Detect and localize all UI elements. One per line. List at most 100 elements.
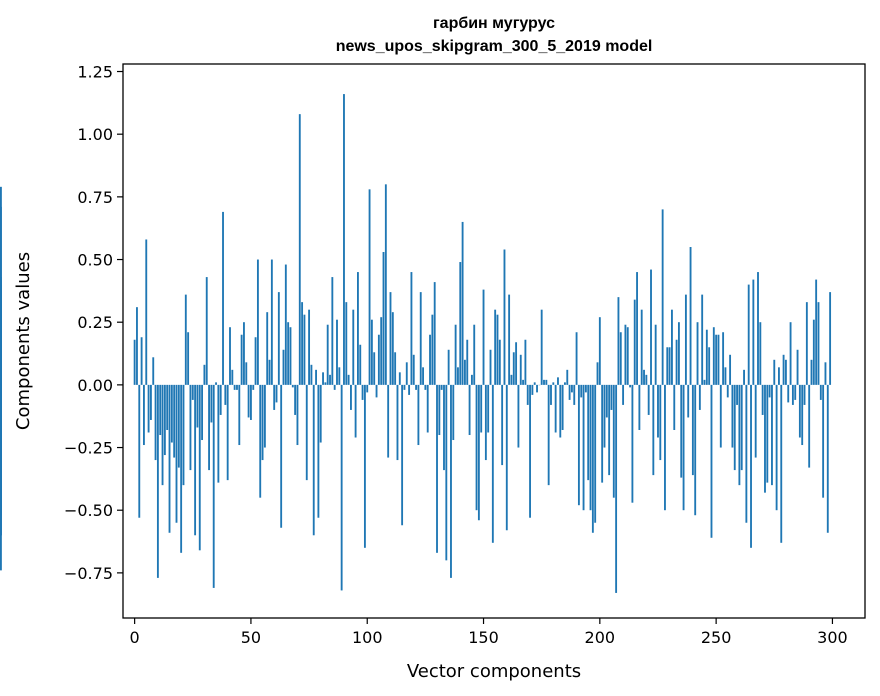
bar: [691, 384, 694, 476]
bar: [370, 319, 373, 385]
bar: [145, 239, 148, 385]
bar: [443, 384, 445, 471]
bar: [764, 384, 766, 493]
bar: [268, 359, 271, 385]
bar: [282, 349, 285, 385]
bar: [712, 327, 715, 385]
bar: [133, 339, 136, 385]
bar: [617, 297, 620, 385]
bar: [240, 334, 243, 385]
bar: [319, 384, 322, 443]
bar: [289, 327, 292, 385]
bar: [236, 384, 238, 390]
bar: [647, 384, 650, 415]
bar: [615, 384, 618, 593]
bar: [752, 279, 755, 385]
bar: [0, 384, 2, 418]
bar: [791, 384, 794, 405]
bar: [415, 384, 418, 390]
bar: [440, 384, 443, 390]
bar: [480, 384, 483, 433]
bar: [496, 314, 499, 385]
bar: [0, 384, 2, 393]
bar: [217, 384, 220, 483]
bar: [194, 384, 197, 536]
bar: [173, 384, 176, 458]
bar: [682, 384, 685, 511]
bar: [566, 369, 569, 385]
bar: [317, 384, 320, 518]
bar: [326, 324, 329, 385]
bar: [668, 347, 671, 385]
bar: [759, 322, 762, 385]
bar: [308, 309, 311, 385]
bar: [626, 327, 629, 385]
bar: [522, 379, 524, 385]
bar: [298, 114, 301, 385]
bar: [559, 384, 562, 438]
bar: [817, 302, 820, 385]
bar: [189, 384, 192, 471]
bar: [729, 354, 732, 385]
bar: [633, 299, 636, 385]
bar: [580, 384, 583, 398]
bar: [303, 314, 306, 385]
bar: [375, 384, 378, 398]
bar: [212, 384, 215, 588]
bar: [459, 262, 462, 385]
bar: [533, 382, 536, 385]
bar: [273, 384, 276, 410]
bar: [787, 384, 790, 403]
bar: [159, 384, 162, 436]
bar: [529, 384, 531, 518]
bar: [745, 384, 748, 523]
bar: [156, 384, 159, 578]
bar: [473, 324, 476, 385]
y-axis-label: Components values: [13, 252, 34, 430]
bar: [243, 322, 245, 385]
bar: [498, 339, 501, 385]
bar: [422, 367, 424, 385]
x-tick-label: 150: [468, 628, 499, 647]
bar: [684, 294, 687, 385]
bar: [794, 384, 797, 400]
bar: [622, 384, 625, 405]
bar: [489, 349, 492, 385]
bar: [557, 377, 559, 385]
bar: [629, 384, 631, 388]
bar: [826, 384, 829, 533]
bar: [345, 302, 348, 385]
y-tick-label: 0.00: [77, 376, 113, 395]
bar: [391, 312, 394, 385]
bar: [650, 269, 652, 385]
bar: [424, 384, 427, 390]
bar: [294, 384, 297, 415]
bar: [380, 317, 383, 385]
bar: [608, 384, 611, 476]
bar: [640, 309, 643, 385]
y-tick-label: 0.25: [77, 313, 113, 332]
bar: [594, 384, 597, 523]
bar: [219, 384, 222, 415]
bar: [266, 312, 269, 385]
bar: [291, 384, 294, 388]
bar: [561, 384, 564, 430]
bar: [659, 384, 662, 461]
bar: [149, 384, 152, 420]
bar: [570, 384, 573, 393]
bar: [696, 322, 699, 385]
bar: [601, 384, 604, 483]
y-tick-label: −0.25: [64, 439, 113, 458]
bar: [789, 322, 792, 385]
bar: [715, 334, 718, 385]
bar: [598, 317, 601, 385]
bar: [445, 384, 448, 561]
bar: [524, 339, 527, 385]
x-tick-label: 0: [130, 628, 140, 647]
bar: [750, 384, 752, 548]
bar: [605, 384, 608, 418]
bar: [768, 384, 771, 398]
bar: [503, 249, 506, 385]
bar: [596, 362, 599, 385]
